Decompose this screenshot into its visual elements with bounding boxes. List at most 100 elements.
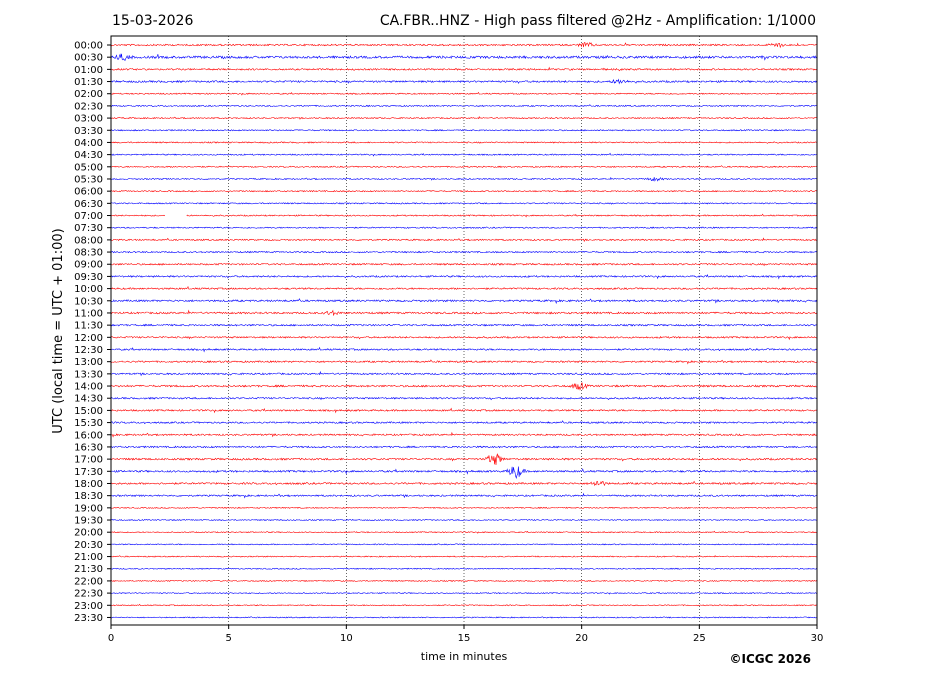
trace-line	[110, 309, 817, 316]
y-tick-label: 01:00	[74, 65, 103, 76]
trace-line	[110, 285, 817, 291]
y-tick-label: 01:30	[74, 77, 103, 88]
trace-line	[110, 78, 817, 85]
y-tick-label: 03:00	[74, 114, 103, 125]
y-tick-label: 17:00	[74, 455, 103, 466]
y-tick-label: 07:00	[74, 211, 103, 222]
y-tick-label: 10:00	[74, 284, 103, 295]
y-tick-label: 14:30	[74, 394, 103, 405]
y-tick-label: 06:30	[74, 199, 103, 210]
y-tick-label: 23:30	[74, 613, 103, 624]
y-tick-label: 12:00	[74, 333, 103, 344]
trace-line	[110, 66, 817, 72]
y-tick-label: 02:00	[74, 89, 103, 100]
trace-line	[110, 53, 817, 62]
y-tick-label: 08:00	[74, 235, 103, 246]
y-tick-label: 02:30	[74, 101, 103, 112]
trace-line	[110, 129, 817, 132]
trace-line	[110, 165, 817, 168]
y-tick-label: 16:30	[74, 442, 103, 453]
y-tick-label: 13:30	[74, 369, 103, 380]
trace-line	[110, 518, 817, 522]
y-tick-label: 13:00	[74, 357, 103, 368]
trace-line	[110, 202, 817, 205]
trace-line	[110, 274, 817, 280]
seismic-traces	[110, 41, 817, 619]
y-tick-label: 23:00	[74, 601, 103, 612]
y-tick-label: 22:00	[74, 576, 103, 587]
y-tick-label: 11:30	[74, 321, 103, 332]
y-tick-label: 21:30	[74, 564, 103, 575]
y-tick-label: 04:30	[74, 150, 103, 161]
trace-line	[110, 41, 817, 49]
trace-line	[110, 396, 817, 401]
trace-line	[110, 554, 817, 558]
y-tick-label: 18:30	[74, 491, 103, 502]
x-axis-ticks: 0 5 10 15 20 25 30	[108, 625, 824, 644]
trace-line	[110, 214, 166, 217]
y-tick-label: 06:00	[74, 187, 103, 198]
y-tick-label: 20:30	[74, 540, 103, 551]
trace-line	[110, 189, 817, 193]
trace-line	[110, 591, 817, 595]
x-tick-label: 0	[108, 633, 114, 644]
y-tick-label: 04:00	[74, 138, 103, 149]
x-tick-label: 5	[225, 633, 231, 644]
y-axis-label: UTC (local time = UTC + 01:00)	[51, 228, 66, 433]
y-tick-label: 10:30	[74, 296, 103, 307]
trace-line	[186, 213, 817, 218]
x-tick-label: 20	[575, 633, 588, 644]
date-label: 15-03-2026	[112, 13, 193, 29]
y-tick-label: 22:30	[74, 589, 103, 600]
trace-line	[110, 453, 817, 465]
trace-line	[110, 420, 817, 425]
trace-line	[110, 104, 817, 108]
y-tick-label: 12:30	[74, 345, 103, 356]
trace-line	[110, 466, 817, 479]
trace-line	[110, 298, 817, 305]
y-tick-label: 21:00	[74, 552, 103, 563]
trace-line	[110, 346, 817, 353]
y-tick-label: 20:00	[74, 528, 103, 539]
y-tick-label: 19:00	[74, 503, 103, 514]
y-tick-label: 00:00	[74, 41, 103, 52]
trace-line	[110, 567, 817, 570]
trace-line	[110, 141, 817, 144]
vertical-grid	[228, 36, 700, 625]
trace-line	[110, 382, 817, 391]
x-tick-label: 15	[458, 633, 471, 644]
y-tick-label: 03:30	[74, 126, 103, 137]
trace-line	[110, 237, 817, 242]
trace-line	[110, 603, 817, 607]
trace-line	[110, 530, 817, 534]
y-tick-label: 16:00	[74, 430, 103, 441]
trace-line	[110, 407, 817, 414]
y-tick-label: 00:30	[74, 53, 103, 64]
x-tick-label: 30	[811, 633, 824, 644]
trace-line	[110, 370, 817, 377]
trace-line	[110, 250, 817, 254]
y-tick-label: 05:30	[74, 174, 103, 185]
trace-line	[110, 616, 817, 619]
chart-title: CA.FBR..HNZ - High pass filtered @2Hz - …	[380, 13, 816, 29]
y-tick-label: 17:30	[74, 467, 103, 478]
trace-line	[110, 262, 817, 267]
y-tick-label: 15:00	[74, 406, 103, 417]
y-tick-label: 19:30	[74, 516, 103, 527]
y-tick-label: 15:30	[74, 418, 103, 429]
y-tick-label: 09:00	[74, 260, 103, 271]
x-axis-label: time in minutes	[421, 650, 508, 663]
trace-line	[110, 579, 817, 582]
y-tick-label: 18:00	[74, 479, 103, 490]
copyright-label: ©ICGC 2026	[729, 652, 811, 666]
trace-line	[110, 431, 817, 438]
trace-line	[110, 543, 817, 546]
x-tick-label: 10	[340, 633, 353, 644]
trace-line	[110, 359, 817, 365]
trace-line	[110, 323, 817, 327]
y-tick-label: 14:00	[74, 382, 103, 393]
trace-line	[110, 91, 817, 96]
